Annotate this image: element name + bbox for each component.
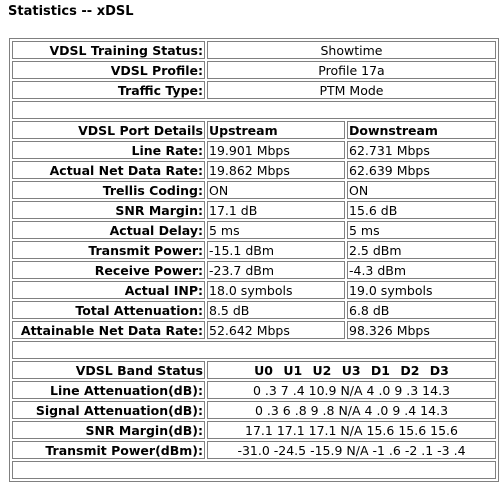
traffic-type-label: Traffic Type: [12,81,205,99]
row-label: Signal Attenuation(dB): [12,401,205,419]
upstream-header: Upstream [207,121,345,139]
separator-cell [12,461,496,479]
row-label: Attainable Net Data Rate: [12,321,205,339]
table-row: SNR Margin: 17.1 dB 15.6 dB [12,201,496,219]
table-row: Line Rate: 19.901 Mbps 62.731 Mbps [12,141,496,159]
table-row: Traffic Type: PTM Mode [12,81,496,99]
row-label: SNR Margin(dB): [12,421,205,439]
band-values: 17.1 17.1 17.1 N/A 15.6 15.6 15.6 [207,421,496,439]
port-details-header-row: VDSL Port Details Upstream Downstream [12,121,496,139]
table-row: VDSL Profile: Profile 17a [12,61,496,79]
row-label: Actual Net Data Rate: [12,161,205,179]
row-label: Line Rate: [12,141,205,159]
band-status-header: VDSL Band Status [12,361,205,379]
table-row: Line Attenuation(dB): 0 .3 7 .4 10.9 N/A… [12,381,496,399]
upstream-value: 19.901 Mbps [207,141,345,159]
upstream-value: 17.1 dB [207,201,345,219]
downstream-value: -4.3 dBm [347,261,496,279]
upstream-value: -23.7 dBm [207,261,345,279]
profile-label: VDSL Profile: [12,61,205,79]
table-row: Actual INP: 18.0 symbols 19.0 symbols [12,281,496,299]
row-label: Receive Power: [12,261,205,279]
upstream-value: ON [207,181,345,199]
separator-cell [12,341,496,359]
separator-row [12,461,496,479]
downstream-value: ON [347,181,496,199]
downstream-value: 6.8 dB [347,301,496,319]
row-label: Transmit Power(dBm): [12,441,205,459]
page-title: Statistics -- xDSL [8,4,134,19]
training-status-value: Showtime [207,41,496,59]
band-status-header-row: VDSL Band Status U0 U1 U2 U3 D1 D2 D3 [12,361,496,379]
band-values: -31.0 -24.5 -15.9 N/A -1 .6 -2 .1 -3 .4 [207,441,496,459]
table-row: Attainable Net Data Rate: 52.642 Mbps 98… [12,321,496,339]
band-columns-header: U0 U1 U2 U3 D1 D2 D3 [207,361,496,379]
profile-value: Profile 17a [207,61,496,79]
downstream-header: Downstream [347,121,496,139]
table-row: Transmit Power: -15.1 dBm 2.5 dBm [12,241,496,259]
separator-row [12,341,496,359]
upstream-value: 8.5 dB [207,301,345,319]
separator-row [12,101,496,119]
row-label: Total Attenuation: [12,301,205,319]
row-label: Actual INP: [12,281,205,299]
upstream-value: 18.0 symbols [207,281,345,299]
downstream-value: 15.6 dB [347,201,496,219]
upstream-value: 5 ms [207,221,345,239]
band-values: 0 .3 7 .4 10.9 N/A 4 .0 9 .3 14.3 [207,381,496,399]
row-label: Trellis Coding: [12,181,205,199]
row-label: SNR Margin: [12,201,205,219]
upstream-value: 52.642 Mbps [207,321,345,339]
upstream-value: 19.862 Mbps [207,161,345,179]
row-label: Actual Delay: [12,221,205,239]
downstream-value: 62.731 Mbps [347,141,496,159]
table-row: Transmit Power(dBm): -31.0 -24.5 -15.9 N… [12,441,496,459]
xdsl-statistics-table: VDSL Training Status: Showtime VDSL Prof… [9,38,499,482]
table-row: Trellis Coding: ON ON [12,181,496,199]
upstream-value: -15.1 dBm [207,241,345,259]
table-row: Signal Attenuation(dB): 0 .3 6 .8 9 .8 N… [12,401,496,419]
traffic-type-value: PTM Mode [207,81,496,99]
downstream-value: 62.639 Mbps [347,161,496,179]
downstream-value: 2.5 dBm [347,241,496,259]
training-status-label: VDSL Training Status: [12,41,205,59]
downstream-value: 5 ms [347,221,496,239]
row-label: Transmit Power: [12,241,205,259]
downstream-value: 98.326 Mbps [347,321,496,339]
table-row: Actual Delay: 5 ms 5 ms [12,221,496,239]
separator-cell [12,101,496,119]
table-row: Actual Net Data Rate: 19.862 Mbps 62.639… [12,161,496,179]
row-label: Line Attenuation(dB): [12,381,205,399]
table-row: Total Attenuation: 8.5 dB 6.8 dB [12,301,496,319]
downstream-value: 19.0 symbols [347,281,496,299]
band-values: 0 .3 6 .8 9 .8 N/A 4 .0 9 .4 14.3 [207,401,496,419]
table-row: Receive Power: -23.7 dBm -4.3 dBm [12,261,496,279]
table-row: SNR Margin(dB): 17.1 17.1 17.1 N/A 15.6 … [12,421,496,439]
port-details-header: VDSL Port Details [12,121,205,139]
table-row: VDSL Training Status: Showtime [12,41,496,59]
